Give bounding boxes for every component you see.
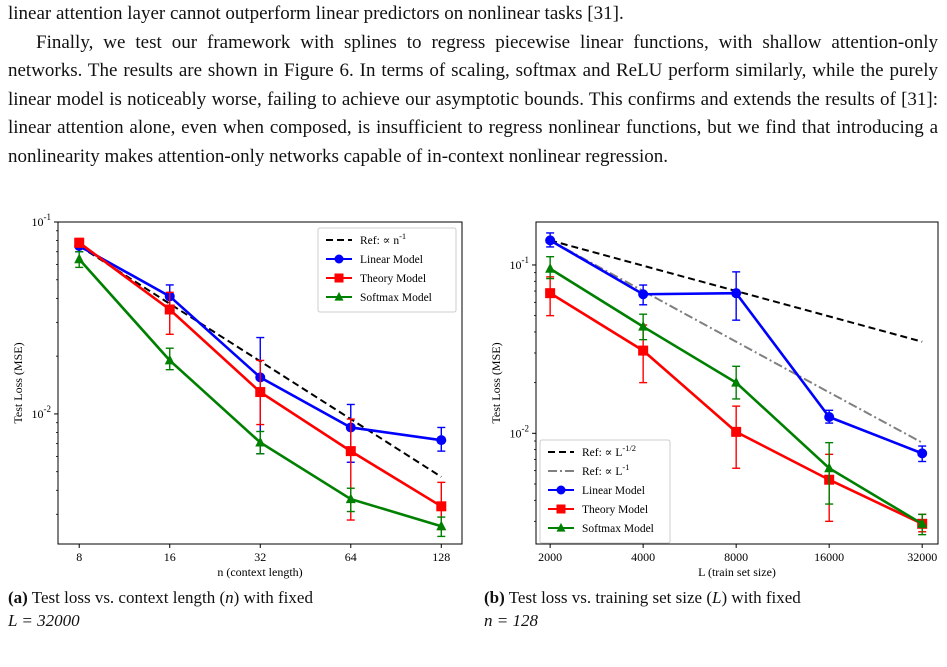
data-point [556, 485, 566, 495]
data-point [731, 376, 742, 387]
legend-entry: Theory Model [326, 273, 426, 285]
figure-a: 8 16 32 64 128 10-1 10-2 n (context length) Test… [11, 212, 463, 579]
series-line [549, 239, 923, 444]
legend-box [539, 439, 671, 544]
data-point [334, 273, 344, 283]
caption-fixed: L = 32000 [8, 611, 80, 630]
data-point [436, 520, 447, 531]
caption-text: ) with fixed [233, 588, 313, 607]
data-point [824, 462, 835, 473]
caption-text: Test loss vs. training set size ( [508, 588, 712, 607]
y-tick-label: 10-2 [510, 423, 530, 440]
data-point [638, 345, 649, 356]
y-tick-label: 10-1 [32, 212, 52, 229]
x-tick-label: 16000 [814, 550, 844, 564]
legend-entry: Linear Model [548, 485, 645, 497]
data-point [545, 262, 556, 273]
x-tick-label: 8000 [724, 550, 748, 564]
data-point [824, 411, 835, 422]
legend-label: Ref: ∝ n-1 [360, 231, 406, 247]
data-point [334, 254, 344, 264]
data-point [556, 522, 566, 532]
caption-tag: (a) [8, 588, 28, 607]
series [74, 237, 447, 531]
x-tick-label: 4000 [631, 550, 655, 564]
data-point [917, 448, 928, 459]
legend-label: Ref: ∝ L-1 [582, 462, 629, 478]
paragraph: Finally, we test our framework with spli… [8, 31, 938, 167]
caption-tag: (b) [484, 588, 505, 607]
data-point [334, 291, 344, 301]
data-point [74, 253, 85, 264]
caption-b: (b) Test loss vs. training set size (L) … [484, 586, 801, 632]
series [549, 239, 923, 444]
y-axis-label: Test Loss (MSE) [11, 342, 25, 423]
legend-label: Theory Model [582, 504, 648, 516]
data-point [638, 320, 649, 331]
legend-entry: Softmax Model [548, 522, 654, 535]
data-point [345, 493, 356, 504]
legend-label: Softmax Model [582, 523, 654, 535]
text-line: linear attention layer cannot outperform… [8, 3, 624, 24]
legend-entry: Ref: ∝ L-1 [548, 462, 629, 478]
legend-entry: Theory Model [548, 504, 648, 516]
body-text: linear attention layer cannot outperform… [8, 0, 938, 171]
series [74, 251, 447, 538]
caption-fixed: n = 128 [484, 611, 538, 630]
legend-label: Linear Model [360, 254, 423, 266]
x-axis-label: n (context length) [217, 565, 302, 579]
legend-box [317, 227, 457, 313]
data-point [545, 235, 556, 246]
legend: Ref: ∝ n-1 Linear Model Theory Model Softma… [317, 227, 457, 313]
series [545, 232, 928, 463]
legend-label: Linear Model [582, 485, 645, 497]
caption-a: (a) Test loss vs. context length (n) wit… [8, 586, 313, 632]
caption-var: L [712, 588, 722, 607]
legend-entry: Linear Model [326, 254, 423, 266]
legend-label: Theory Model [360, 273, 426, 285]
data-point [164, 354, 175, 365]
legend-entry: Ref: ∝ n-1 [326, 231, 406, 247]
x-axis-label: L (train set size) [698, 565, 776, 579]
y-axis-label: Test Loss (MSE) [489, 342, 503, 423]
legend-entry: Softmax Model [326, 291, 432, 304]
x-tick-label: 32000 [907, 550, 937, 564]
data-point [638, 289, 649, 300]
data-point [255, 387, 266, 398]
legend-label: Softmax Model [360, 292, 432, 304]
data-point [731, 426, 742, 437]
x-tick-label: 2000 [538, 550, 562, 564]
caption-var: n [225, 588, 234, 607]
x-tick-label: 64 [345, 550, 357, 564]
data-point [345, 446, 356, 457]
data-point [436, 501, 447, 512]
x-tick-label: 32 [254, 550, 266, 564]
data-point [74, 237, 85, 248]
data-point [436, 435, 447, 446]
data-point [731, 288, 742, 299]
data-point [545, 288, 556, 299]
y-tick-label: 10-2 [32, 404, 52, 421]
figure-b: 2000 4000 8000 16000 32000 10-1 10-2 L (train s… [489, 221, 939, 579]
x-tick-label: 8 [76, 550, 82, 564]
x-tick-label: 128 [432, 550, 450, 564]
data-point [917, 518, 928, 528]
x-tick-label: 16 [164, 550, 176, 564]
caption-text: Test loss vs. context length ( [31, 588, 226, 607]
y-tick-label: 10-1 [510, 255, 530, 272]
data-point [255, 436, 266, 447]
series [545, 255, 928, 536]
caption-text: ) with fixed [721, 588, 801, 607]
data-point [164, 304, 175, 315]
data-point [556, 504, 566, 514]
